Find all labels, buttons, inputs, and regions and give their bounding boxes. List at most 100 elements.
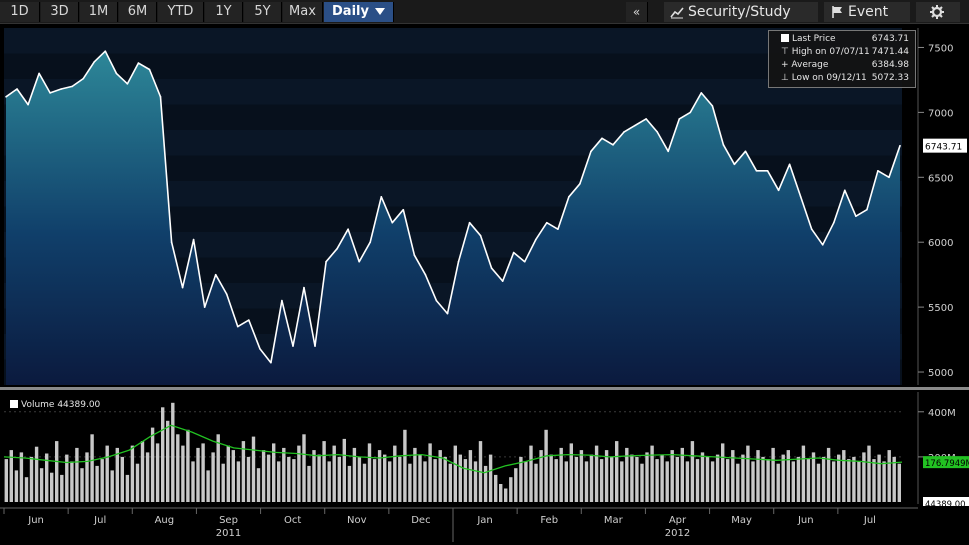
- frequency-dropdown[interactable]: Daily: [324, 2, 394, 22]
- price-point: [601, 137, 603, 140]
- range-ytd-button[interactable]: YTD: [158, 2, 204, 22]
- volume-bar: [60, 474, 64, 502]
- price-tick-label: 5000: [928, 368, 953, 379]
- price-point: [60, 88, 62, 90]
- price-point: [821, 243, 824, 246]
- volume-bar: [80, 468, 84, 502]
- volume-bar: [604, 450, 609, 502]
- volume-bar: [741, 454, 745, 502]
- year-label: 2011: [216, 528, 241, 539]
- volume-bar: [509, 477, 513, 502]
- grid-band: [4, 28, 902, 54]
- volume-bar: [50, 472, 54, 502]
- price-point: [314, 345, 316, 347]
- x-tick-label: Jan: [476, 515, 492, 526]
- volume-bar: [882, 461, 886, 502]
- volume-bar: [231, 450, 235, 502]
- volume-bar: [145, 452, 150, 502]
- price-tick-label: 5500: [928, 303, 953, 314]
- volume-bar: [705, 456, 710, 502]
- price-point: [347, 228, 349, 231]
- volume-bar: [872, 459, 876, 502]
- price-point: [634, 124, 636, 127]
- security-study-button[interactable]: Security/Study: [664, 2, 818, 22]
- range-6m-button[interactable]: 6M: [119, 2, 157, 22]
- volume-bar: [383, 454, 387, 502]
- price-point: [534, 238, 537, 241]
- price-point: [435, 299, 438, 302]
- volume-bar: [494, 474, 498, 502]
- price-point: [788, 163, 791, 166]
- price-point: [700, 92, 703, 94]
- volume-bar: [65, 454, 69, 502]
- volume-bar: [832, 461, 836, 502]
- volume-bar: [796, 456, 801, 502]
- chevron-down-icon: [374, 8, 385, 15]
- volume-bar: [781, 454, 785, 502]
- event-button[interactable]: Event: [824, 2, 910, 22]
- legend-high-label: High on 07/07/11: [791, 47, 870, 57]
- volume-bar: [897, 463, 901, 502]
- legend-low-row: ⊥ Low on 09/12/11 5072.33: [781, 72, 911, 84]
- price-point: [844, 189, 846, 192]
- volume-bar: [786, 450, 790, 502]
- range-1m-button[interactable]: 1M: [80, 2, 118, 22]
- volume-bar: [140, 441, 145, 502]
- volume-bar: [186, 429, 190, 502]
- volume-bar: [226, 445, 230, 502]
- volume-bar: [847, 459, 851, 502]
- price-point: [292, 345, 294, 347]
- volume-bar: [726, 459, 730, 502]
- chart-study-icon: [670, 7, 684, 19]
- volume-bar: [256, 468, 261, 502]
- price-point: [49, 92, 51, 94]
- price-point: [369, 241, 372, 243]
- range-max-button[interactable]: Max: [283, 2, 323, 22]
- volume-bar: [857, 461, 861, 502]
- volume-bar: [690, 441, 695, 502]
- volume-bar: [887, 450, 891, 502]
- price-point: [722, 144, 725, 146]
- range-1d-button[interactable]: 1D: [0, 2, 40, 22]
- volume-bar: [837, 454, 841, 502]
- volume-bar: [423, 461, 427, 502]
- legend-last-label: Last Price: [792, 34, 836, 44]
- price-point: [137, 62, 140, 64]
- volume-bar: [39, 468, 44, 502]
- volume-bar: [468, 450, 473, 502]
- volume-tick-label: 400M: [928, 408, 956, 419]
- volume-bar: [665, 461, 669, 502]
- price-point: [281, 299, 283, 302]
- volume-bar: [297, 445, 301, 502]
- range-5y-button[interactable]: 5Y: [244, 2, 282, 22]
- volume-bar: [710, 461, 715, 502]
- volume-bar: [736, 463, 740, 502]
- price-point: [490, 267, 493, 269]
- price-point: [888, 176, 890, 179]
- volume-bar: [362, 463, 367, 502]
- x-tick-label: Jul: [93, 515, 106, 526]
- range-3d-button[interactable]: 3D: [41, 2, 79, 22]
- volume-bar: [645, 452, 649, 502]
- volume-bar: [433, 459, 437, 502]
- volume-bar: [448, 463, 452, 502]
- volume-bar: [4, 459, 8, 502]
- volume-bar: [261, 450, 266, 502]
- price-point: [126, 83, 129, 85]
- price-point: [82, 77, 85, 80]
- collapse-button[interactable]: «: [626, 2, 648, 22]
- volume-bar: [821, 456, 826, 502]
- volume-bar: [312, 450, 316, 502]
- price-point: [546, 221, 548, 224]
- volume-bar: [95, 465, 99, 502]
- price-point: [579, 182, 581, 185]
- volume-bar: [302, 434, 306, 502]
- range-1y-button[interactable]: 1Y: [205, 2, 243, 22]
- price-point: [612, 144, 614, 146]
- volume-bar: [650, 445, 654, 502]
- price-point: [336, 247, 338, 250]
- price-point: [391, 221, 394, 224]
- settings-button[interactable]: [916, 2, 960, 22]
- volume-bar: [625, 447, 629, 502]
- volume-bar: [115, 447, 119, 502]
